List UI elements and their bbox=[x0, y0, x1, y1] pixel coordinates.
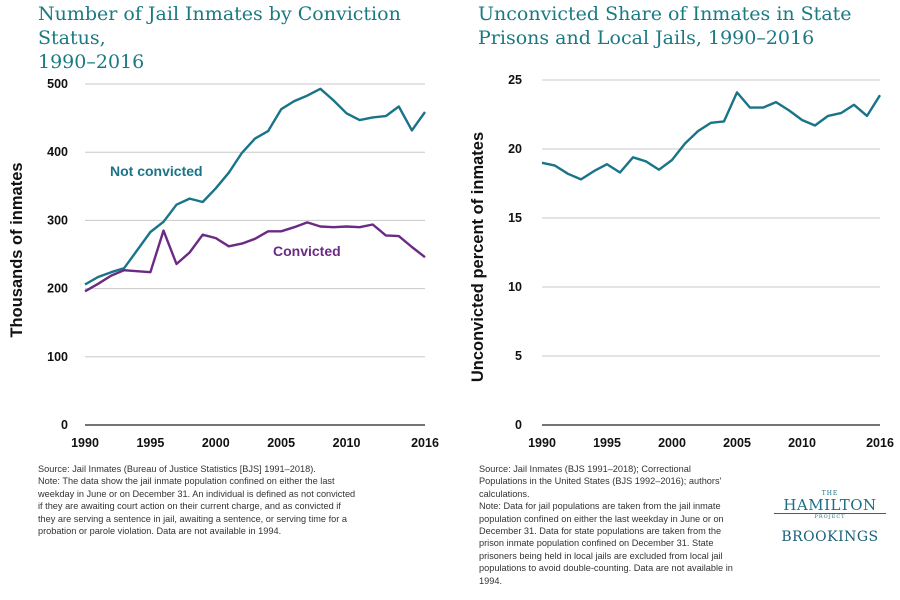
left-x-tick-label: 2000 bbox=[202, 436, 230, 450]
right-chart: 0 5 10 15 20 25 1990 1995 2000 2005 2010 2016 Unconv… bbox=[469, 73, 894, 450]
right-source: Source: Jail Inmates (BJS 1991–2018); Co… bbox=[479, 464, 722, 499]
right-chart-title: Unconvicted Share of Inmates in State Pr… bbox=[478, 2, 878, 50]
left-y-tick-label: 500 bbox=[47, 77, 68, 91]
left-x-tick-label: 1990 bbox=[71, 436, 99, 450]
left-y-axis-label: Thousands of inmates bbox=[8, 162, 26, 337]
right-notes: Source: Jail Inmates (BJS 1991–2018); Co… bbox=[479, 463, 741, 587]
left-notes: Source: Jail Inmates (Bureau of Justice … bbox=[38, 463, 356, 537]
left-y-tick-label: 300 bbox=[47, 213, 68, 227]
right-y-axis-label: Unconvicted percent of inmates bbox=[469, 132, 487, 382]
right-y-tick-label: 10 bbox=[508, 280, 522, 294]
left-series-line-convicted bbox=[84, 221, 426, 293]
left-note: Note: The data show the jail inmate popu… bbox=[38, 476, 356, 537]
right-y-tick-label: 15 bbox=[508, 211, 522, 225]
left-series-line-not-convicted bbox=[84, 87, 426, 286]
logo-project: PROJECT bbox=[814, 514, 846, 520]
left-y-tick-label: 200 bbox=[47, 282, 68, 296]
left-chart-title: Number of Jail Inmates by Conviction Sta… bbox=[38, 2, 438, 74]
left-x-tick-label: 2016 bbox=[411, 436, 439, 450]
right-title-line2: Prisons and Local Jails, 1990–2016 bbox=[478, 27, 815, 49]
logo-the: THE bbox=[821, 490, 839, 497]
left-x-tick-label: 1995 bbox=[136, 436, 164, 450]
left-y-tick-label: 400 bbox=[47, 145, 68, 159]
left-x-tick-label: 2010 bbox=[333, 436, 361, 450]
left-x-tick-label: 2005 bbox=[267, 436, 295, 450]
right-note: Note: Data for jail populations are take… bbox=[479, 501, 733, 586]
right-x-tick-label: 1990 bbox=[528, 436, 556, 450]
left-y-tick-label: 0 bbox=[61, 418, 68, 432]
convicted-series-label: Convicted bbox=[273, 243, 341, 259]
right-y-tick-label: 20 bbox=[508, 142, 522, 156]
left-y-tick-label: 100 bbox=[47, 350, 68, 364]
right-title-line1: Unconvicted Share of Inmates in State bbox=[478, 3, 852, 25]
left-source: Source: Jail Inmates (Bureau of Justice … bbox=[38, 464, 316, 474]
logo-hamilton: HAMILTON bbox=[774, 497, 886, 514]
right-y-tick-label: 25 bbox=[508, 73, 522, 87]
left-chart: 0 100 200 300 400 500 1990 1995 2000 2005 2010 2016… bbox=[8, 77, 439, 450]
right-x-tick-label: 2000 bbox=[658, 436, 686, 450]
right-y-tick-label: 5 bbox=[515, 349, 522, 363]
right-x-tick-label: 1995 bbox=[593, 436, 621, 450]
not-convicted-series-label: Not convicted bbox=[110, 163, 203, 179]
right-series-line-unconvicted-share bbox=[541, 91, 882, 181]
hamilton-brookings-logo: THE HAMILTON PROJECT BROOKINGS bbox=[770, 490, 890, 545]
right-y-tick-label: 0 bbox=[515, 418, 522, 432]
right-x-tick-label: 2005 bbox=[723, 436, 751, 450]
logo-brookings: BROOKINGS bbox=[781, 529, 879, 545]
right-x-tick-label: 2010 bbox=[788, 436, 816, 450]
left-title-line1: Number of Jail Inmates by Conviction Sta… bbox=[38, 3, 401, 49]
left-title-line2: 1990–2016 bbox=[38, 51, 145, 73]
right-x-tick-label: 2016 bbox=[866, 436, 894, 450]
